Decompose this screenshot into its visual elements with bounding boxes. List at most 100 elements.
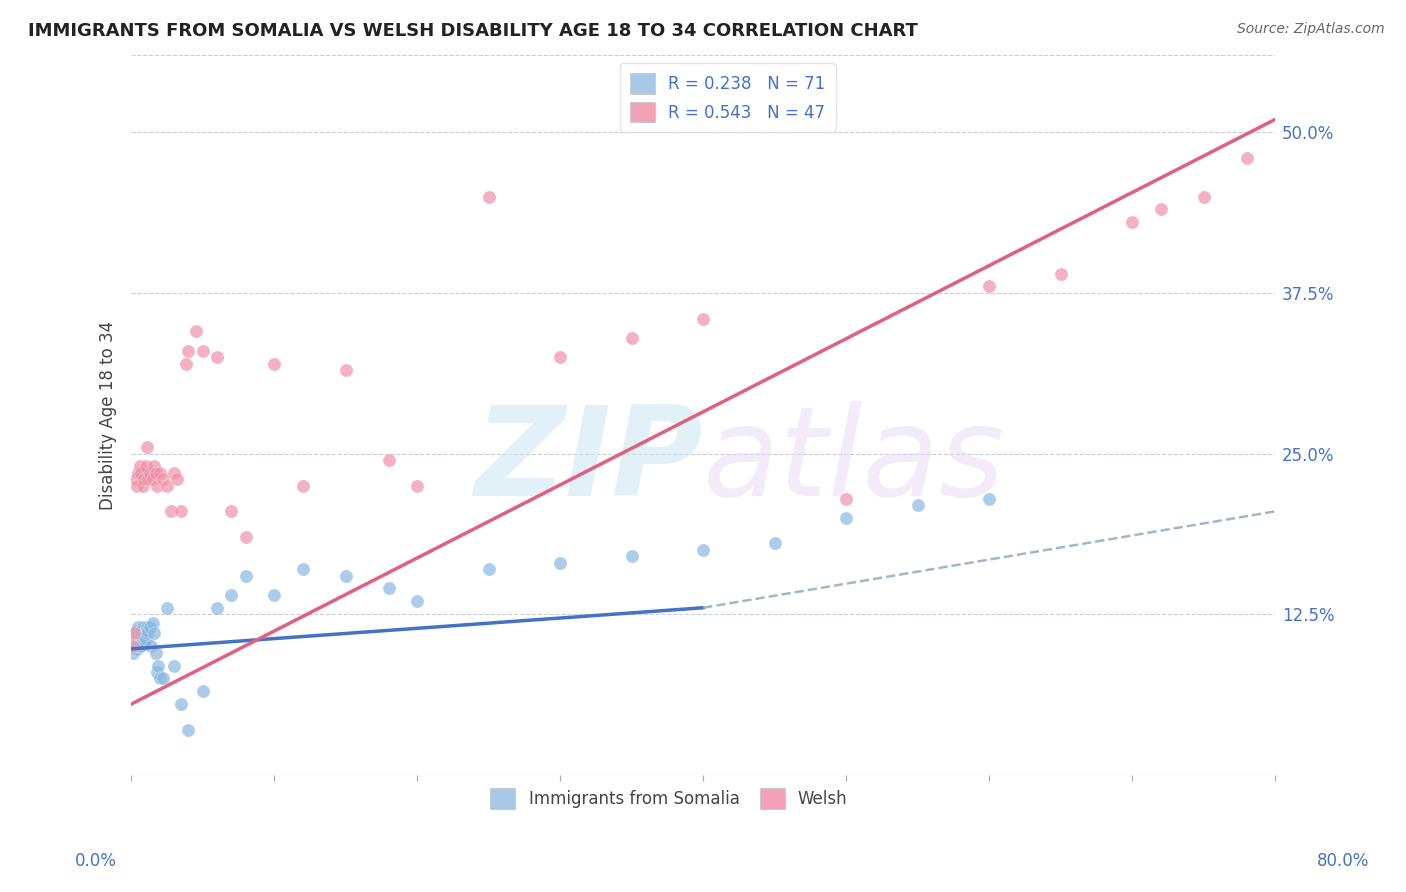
Point	[907, 498, 929, 512]
Point	[163, 658, 186, 673]
Point	[135, 632, 157, 646]
Point	[835, 491, 858, 506]
Point	[125, 632, 148, 646]
Point	[131, 632, 153, 646]
Point	[136, 620, 159, 634]
Point	[835, 510, 858, 524]
Point	[156, 600, 179, 615]
Point	[131, 478, 153, 492]
Point	[124, 626, 146, 640]
Point	[377, 453, 399, 467]
Point	[142, 616, 165, 631]
Point	[136, 440, 159, 454]
Point	[620, 549, 643, 564]
Point	[149, 466, 172, 480]
Point	[128, 459, 150, 474]
Point	[135, 459, 157, 474]
Point	[138, 472, 160, 486]
Point	[1236, 151, 1258, 165]
Point	[177, 723, 200, 737]
Point	[129, 466, 152, 480]
Point	[139, 620, 162, 634]
Point	[135, 624, 157, 638]
Point	[127, 626, 149, 640]
Point	[692, 542, 714, 557]
Point	[152, 472, 174, 486]
Point	[263, 588, 285, 602]
Point	[149, 672, 172, 686]
Point	[127, 620, 149, 634]
Point	[127, 466, 149, 480]
Point	[122, 626, 145, 640]
Point	[335, 363, 357, 377]
Point	[406, 478, 429, 492]
Point	[1192, 189, 1215, 203]
Point	[127, 640, 149, 654]
Point	[131, 620, 153, 634]
Point	[136, 626, 159, 640]
Point	[205, 600, 228, 615]
Point	[160, 504, 183, 518]
Point	[129, 634, 152, 648]
Point	[146, 478, 169, 492]
Point	[122, 629, 145, 643]
Point	[121, 646, 143, 660]
Point	[124, 629, 146, 643]
Point	[205, 350, 228, 364]
Point	[122, 626, 145, 640]
Point	[121, 640, 143, 654]
Text: 0.0%: 0.0%	[75, 852, 117, 870]
Point	[221, 504, 243, 518]
Point	[145, 466, 167, 480]
Point	[131, 637, 153, 651]
Point	[1121, 215, 1143, 229]
Point	[184, 325, 207, 339]
Point	[128, 640, 150, 654]
Point	[170, 697, 193, 711]
Point	[291, 478, 314, 492]
Point	[128, 629, 150, 643]
Text: IMMIGRANTS FROM SOMALIA VS WELSH DISABILITY AGE 18 TO 34 CORRELATION CHART: IMMIGRANTS FROM SOMALIA VS WELSH DISABIL…	[28, 22, 918, 40]
Point	[122, 637, 145, 651]
Point	[235, 568, 257, 582]
Point	[177, 343, 200, 358]
Point	[148, 658, 170, 673]
Text: Source: ZipAtlas.com: Source: ZipAtlas.com	[1237, 22, 1385, 37]
Point	[377, 582, 399, 596]
Point	[979, 279, 1001, 293]
Point	[129, 624, 152, 638]
Point	[138, 624, 160, 638]
Point	[191, 343, 214, 358]
Point	[131, 626, 153, 640]
Point	[143, 459, 166, 474]
Point	[548, 350, 571, 364]
Point	[291, 562, 314, 576]
Point	[335, 568, 357, 582]
Point	[134, 634, 156, 648]
Legend: Immigrants from Somalia, Welsh: Immigrants from Somalia, Welsh	[482, 780, 856, 817]
Point	[125, 478, 148, 492]
Point	[478, 189, 501, 203]
Point	[124, 632, 146, 647]
Point	[121, 632, 143, 647]
Text: 80.0%: 80.0%	[1316, 852, 1369, 870]
Point	[122, 641, 145, 656]
Point	[125, 626, 148, 640]
Y-axis label: Disability Age 18 to 34: Disability Age 18 to 34	[100, 320, 117, 509]
Point	[128, 632, 150, 647]
Point	[125, 637, 148, 651]
Point	[166, 472, 188, 486]
Point	[129, 640, 152, 654]
Point	[235, 530, 257, 544]
Point	[125, 624, 148, 638]
Point	[127, 629, 149, 643]
Point	[128, 624, 150, 638]
Point	[263, 357, 285, 371]
Point	[763, 536, 786, 550]
Point	[1150, 202, 1173, 217]
Point	[124, 640, 146, 654]
Point	[134, 472, 156, 486]
Point	[163, 466, 186, 480]
Point	[146, 665, 169, 679]
Point	[620, 331, 643, 345]
